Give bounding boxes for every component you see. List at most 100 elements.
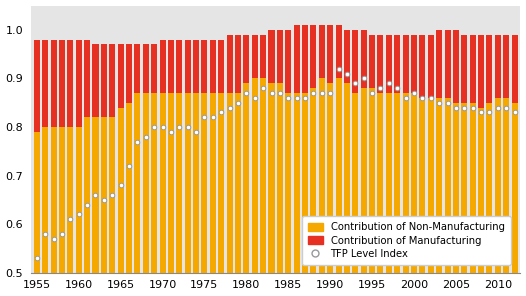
Bar xyxy=(411,35,417,93)
Point xyxy=(493,105,502,110)
Bar xyxy=(260,35,266,78)
Bar xyxy=(277,30,283,83)
Bar xyxy=(134,44,140,93)
Bar xyxy=(319,25,325,78)
Point xyxy=(192,130,200,134)
Point xyxy=(368,91,376,95)
Point xyxy=(133,139,141,144)
Bar xyxy=(444,30,451,98)
Point xyxy=(267,91,276,95)
Bar xyxy=(503,98,509,273)
Bar xyxy=(411,93,417,273)
Bar xyxy=(294,25,300,93)
Bar xyxy=(386,35,392,93)
Point xyxy=(351,81,360,86)
Point xyxy=(108,193,116,197)
Point xyxy=(259,86,267,91)
Bar xyxy=(67,127,73,273)
Point xyxy=(301,96,309,100)
Bar xyxy=(168,40,174,93)
Bar xyxy=(159,40,166,93)
Bar xyxy=(159,93,166,273)
Bar xyxy=(461,35,467,103)
Point xyxy=(460,105,469,110)
Point xyxy=(99,197,108,202)
Bar xyxy=(218,40,224,93)
Bar xyxy=(453,30,459,103)
Bar xyxy=(50,127,57,273)
Bar xyxy=(361,30,367,88)
Point xyxy=(242,91,250,95)
Point xyxy=(485,110,493,115)
Bar xyxy=(218,93,224,273)
Bar xyxy=(109,117,115,273)
Bar xyxy=(327,25,333,83)
Point xyxy=(158,125,167,129)
Point xyxy=(410,91,418,95)
Bar xyxy=(193,40,199,93)
Point xyxy=(376,86,385,91)
Point xyxy=(418,96,427,100)
Bar xyxy=(361,88,367,273)
Bar xyxy=(512,103,518,273)
Bar xyxy=(260,78,266,273)
Point xyxy=(335,66,343,71)
Bar xyxy=(76,40,82,127)
Point xyxy=(175,125,184,129)
Bar xyxy=(470,103,476,273)
Bar xyxy=(252,35,258,78)
Bar xyxy=(319,78,325,273)
Bar xyxy=(285,30,291,93)
Bar xyxy=(193,93,199,273)
Point xyxy=(502,105,510,110)
Point xyxy=(427,96,435,100)
Point xyxy=(66,217,75,222)
Bar xyxy=(495,35,501,98)
Bar xyxy=(101,117,107,273)
Bar xyxy=(344,83,350,273)
Bar xyxy=(310,25,317,88)
Bar xyxy=(176,93,183,273)
Bar xyxy=(235,35,241,93)
Point xyxy=(510,110,519,115)
Point xyxy=(435,100,443,105)
Bar xyxy=(84,40,90,117)
Bar xyxy=(50,40,57,127)
Point xyxy=(141,134,150,139)
Bar xyxy=(268,30,275,83)
Point xyxy=(234,100,242,105)
Bar xyxy=(109,44,115,117)
Bar xyxy=(185,93,191,273)
Bar xyxy=(76,127,82,273)
Bar xyxy=(352,30,358,93)
Point xyxy=(41,231,49,236)
Legend: Contribution of Non-Manufacturing, Contribution of Manufacturing, TFP Level Inde: Contribution of Non-Manufacturing, Contr… xyxy=(301,216,511,265)
Bar xyxy=(42,40,48,127)
Bar xyxy=(42,127,48,273)
Bar xyxy=(134,93,140,273)
Bar xyxy=(59,40,65,127)
Point xyxy=(209,115,217,120)
Bar xyxy=(478,108,484,273)
Bar xyxy=(402,93,409,273)
Point xyxy=(167,130,175,134)
Bar xyxy=(252,78,258,273)
Bar xyxy=(378,35,383,93)
Bar xyxy=(118,108,124,273)
Bar xyxy=(428,98,434,273)
Bar xyxy=(487,103,492,273)
Bar xyxy=(302,93,308,273)
Bar xyxy=(126,103,132,273)
Bar xyxy=(34,40,40,132)
Bar xyxy=(436,98,442,273)
Bar xyxy=(419,35,426,98)
Point xyxy=(326,91,335,95)
Bar xyxy=(394,93,400,273)
Point xyxy=(393,86,401,91)
Bar xyxy=(402,35,409,93)
Bar xyxy=(461,103,467,273)
Bar xyxy=(302,25,308,93)
Bar xyxy=(101,44,107,117)
Bar xyxy=(67,40,73,127)
Bar xyxy=(151,44,157,93)
